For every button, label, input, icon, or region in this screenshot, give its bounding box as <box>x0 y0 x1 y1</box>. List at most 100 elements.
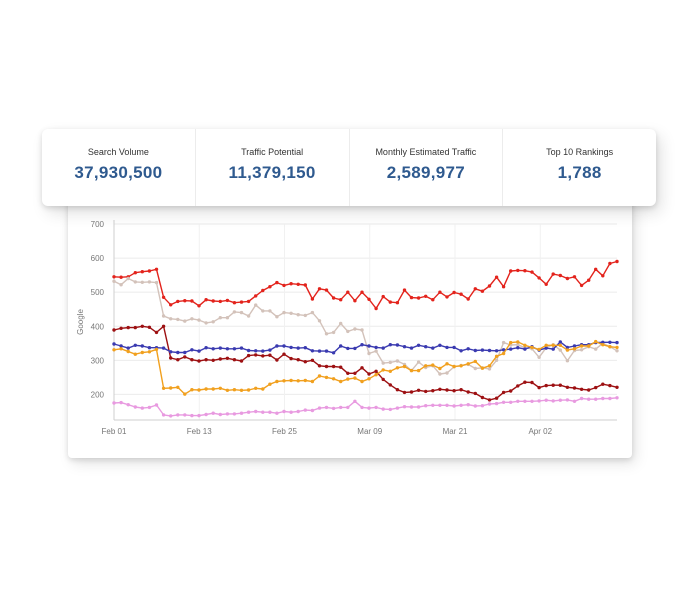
data-point <box>608 340 612 344</box>
data-point <box>388 343 392 347</box>
data-point <box>183 355 187 359</box>
data-point <box>239 300 244 304</box>
x-tick-label: Mar 09 <box>357 427 382 436</box>
data-point <box>190 317 194 321</box>
data-point <box>367 297 371 301</box>
data-point <box>452 290 456 295</box>
data-point <box>225 356 230 360</box>
data-point <box>282 310 286 315</box>
data-point <box>395 388 400 392</box>
stat-label: Traffic Potential <box>241 147 304 157</box>
data-point <box>211 347 215 351</box>
data-point <box>339 321 343 326</box>
data-point <box>317 374 322 378</box>
data-point <box>523 343 527 347</box>
data-point <box>353 346 357 351</box>
data-point <box>594 339 598 344</box>
data-point <box>615 396 619 400</box>
data-point <box>360 290 364 294</box>
data-point <box>204 298 208 302</box>
data-point <box>445 371 449 375</box>
data-point <box>183 319 187 323</box>
data-point <box>558 340 562 344</box>
data-point <box>275 315 279 319</box>
data-point <box>161 413 166 417</box>
data-point <box>119 275 123 279</box>
data-point <box>275 379 279 384</box>
data-point <box>218 316 222 320</box>
series-line <box>113 260 618 310</box>
data-point <box>126 403 130 407</box>
data-point <box>112 401 116 405</box>
stat-label: Top 10 Rankings <box>546 147 614 157</box>
data-point <box>409 346 414 350</box>
data-point <box>176 299 180 304</box>
series-1 <box>112 259 619 311</box>
data-point <box>445 362 449 366</box>
data-point <box>339 365 343 369</box>
data-point <box>147 269 152 273</box>
data-point <box>232 358 237 362</box>
data-point <box>176 385 180 389</box>
data-point <box>324 332 329 336</box>
data-point <box>594 267 598 271</box>
data-point <box>424 345 428 349</box>
data-point <box>169 414 173 418</box>
data-point <box>438 366 442 371</box>
data-point <box>126 346 130 350</box>
data-point <box>395 301 400 305</box>
data-point <box>246 410 251 414</box>
data-point <box>268 348 272 352</box>
data-point <box>523 269 527 273</box>
y-axis-label: Google <box>76 309 85 335</box>
data-point <box>608 396 612 401</box>
data-point <box>190 413 194 418</box>
data-point <box>133 280 137 284</box>
stat-monthly-estimated-traffic: Monthly Estimated Traffic 2,589,977 <box>348 129 503 206</box>
data-point <box>246 314 251 318</box>
data-point <box>459 292 463 296</box>
data-point <box>565 345 570 350</box>
series-line <box>113 325 618 401</box>
data-point <box>487 348 492 353</box>
data-point <box>374 349 378 353</box>
data-point <box>459 364 463 368</box>
data-point <box>381 407 385 411</box>
data-point <box>324 364 329 369</box>
data-point <box>424 294 428 298</box>
data-point <box>275 411 279 415</box>
data-point <box>587 344 591 348</box>
data-point <box>374 405 378 410</box>
data-point <box>438 372 442 376</box>
data-point <box>388 360 392 365</box>
data-point <box>232 412 237 416</box>
data-point <box>388 300 392 304</box>
data-point <box>246 299 251 304</box>
data-point <box>154 347 159 352</box>
data-point <box>140 350 144 355</box>
data-point <box>296 282 300 286</box>
data-point <box>232 301 237 305</box>
data-point <box>452 389 456 393</box>
series-5 <box>112 339 619 396</box>
data-point <box>317 364 322 368</box>
data-point <box>126 276 130 281</box>
data-point <box>133 271 137 275</box>
data-point <box>572 386 577 390</box>
stat-top-10-rankings: Top 10 Rankings 1,788 <box>502 129 656 206</box>
data-point <box>204 358 208 362</box>
data-point <box>367 344 371 348</box>
data-point <box>501 400 506 404</box>
data-point <box>424 404 428 408</box>
data-point <box>494 354 499 358</box>
data-point <box>140 344 144 348</box>
data-point <box>154 330 159 335</box>
data-point <box>367 372 371 376</box>
data-point <box>268 353 272 357</box>
data-point <box>225 412 230 416</box>
data-point <box>594 347 598 351</box>
data-point <box>303 313 307 318</box>
series-3 <box>112 324 619 402</box>
data-point <box>466 297 470 301</box>
data-point <box>176 358 180 362</box>
